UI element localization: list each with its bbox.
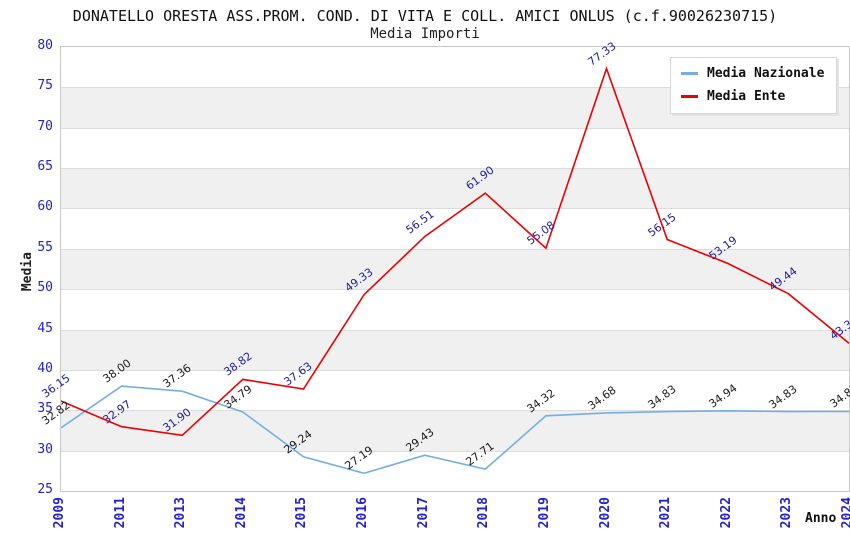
gridline bbox=[61, 127, 849, 129]
y-tick-label: 25 bbox=[37, 482, 53, 497]
series-line-media-ente bbox=[61, 66, 849, 437]
chart-title: DONATELLO ORESTA ASS.PROM. COND. DI VITA… bbox=[72, 7, 778, 25]
x-tick-label: 2011 bbox=[112, 497, 128, 529]
legend: Media Nazionale Media Ente bbox=[670, 57, 838, 114]
y-tick-label: 50 bbox=[37, 280, 53, 296]
y-tick-label: 55 bbox=[37, 239, 53, 255]
legend-line-swatch bbox=[681, 95, 698, 98]
x-tick-label: 2013 bbox=[173, 497, 189, 529]
x-tick-label: 2009 bbox=[52, 497, 67, 529]
gridline bbox=[61, 450, 849, 452]
y-tick-label: 70 bbox=[37, 118, 53, 134]
plot-band bbox=[61, 168, 849, 209]
y-tick-label: 40 bbox=[37, 360, 53, 376]
y-tick-label: 80 bbox=[37, 38, 53, 53]
plot-band bbox=[61, 329, 849, 370]
x-tick-label: 2014 bbox=[233, 497, 249, 529]
plot-area bbox=[60, 46, 850, 492]
gridline bbox=[61, 208, 849, 210]
gridline bbox=[61, 289, 849, 291]
legend-label: Media Nazionale bbox=[707, 66, 825, 81]
y-tick-label: 60 bbox=[37, 199, 53, 215]
plot-band bbox=[61, 410, 849, 451]
x-tick-label: 2018 bbox=[476, 497, 492, 529]
gridline bbox=[61, 410, 849, 412]
x-tick-label: 2016 bbox=[355, 497, 371, 529]
legend-item: Media Nazionale bbox=[681, 66, 824, 81]
series-lines bbox=[61, 66, 849, 475]
x-axis-title: Anno bbox=[805, 511, 837, 526]
plot-band bbox=[61, 248, 849, 290]
series-line-media-nazionale bbox=[61, 385, 849, 475]
x-tick-label: 2019 bbox=[536, 497, 552, 529]
x-tick-label: 2020 bbox=[597, 497, 613, 529]
x-tick-label: 2023 bbox=[779, 497, 795, 529]
chart-subtitle: Media Importi bbox=[370, 26, 480, 42]
gridline bbox=[61, 168, 849, 170]
y-tick-label: 65 bbox=[37, 159, 53, 175]
y-tick-label: 45 bbox=[37, 320, 53, 336]
gridline bbox=[61, 87, 849, 89]
gridline bbox=[61, 248, 849, 250]
x-tick-label: 2024 bbox=[840, 497, 850, 529]
y-tick-label: 75 bbox=[37, 78, 53, 94]
y-tick-label: 35 bbox=[37, 401, 53, 417]
legend-label: Media Ente bbox=[707, 89, 786, 104]
legend-line-swatch bbox=[681, 72, 698, 75]
x-tick-label: 2015 bbox=[294, 497, 310, 529]
x-tick-label: 2021 bbox=[658, 497, 674, 529]
gridline bbox=[61, 369, 849, 371]
y-tick-label: 30 bbox=[37, 441, 53, 457]
gridline bbox=[61, 329, 849, 331]
x-tick-label: 2022 bbox=[718, 497, 734, 529]
legend-item: Media Ente bbox=[681, 89, 824, 104]
x-tick-label: 2017 bbox=[415, 497, 431, 529]
